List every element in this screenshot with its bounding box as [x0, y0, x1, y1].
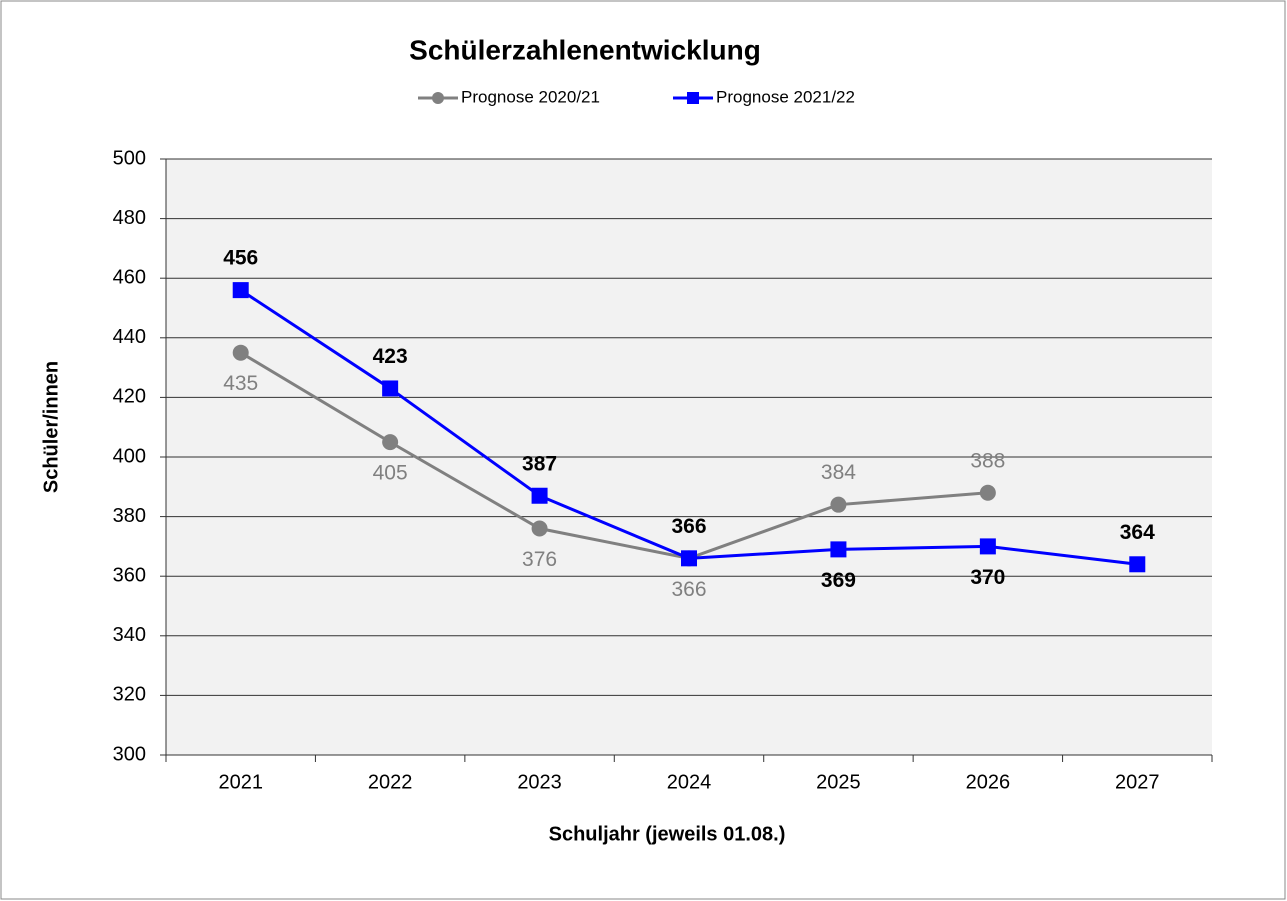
y-tick-label: 380 — [113, 505, 146, 527]
x-axis-label: Schuljahr (jeweils 01.08.) — [549, 823, 786, 845]
data-label: 370 — [970, 566, 1005, 589]
legend-label: Prognose 2021/22 — [716, 87, 855, 106]
marker — [1129, 556, 1146, 573]
legend-marker — [432, 92, 444, 104]
marker — [382, 380, 399, 397]
y-tick-label: 340 — [113, 624, 146, 646]
marker — [830, 496, 847, 513]
x-tick-label: 2027 — [1115, 771, 1160, 793]
y-tick-label: 420 — [113, 386, 146, 408]
data-label: 366 — [671, 578, 706, 601]
y-tick-label: 480 — [113, 207, 146, 229]
chart-title: Schülerzahlenentwicklung — [409, 34, 761, 65]
data-label: 366 — [671, 515, 706, 538]
y-tick-label: 500 — [113, 147, 146, 169]
marker — [979, 538, 996, 555]
marker — [382, 434, 399, 451]
marker — [531, 520, 548, 537]
marker — [232, 282, 249, 299]
y-tick-label: 360 — [113, 564, 146, 586]
series-line — [239, 351, 988, 560]
data-label: 369 — [821, 569, 856, 592]
marker — [232, 344, 249, 361]
data-label: 435 — [223, 372, 258, 395]
data-label: 387 — [522, 452, 557, 475]
y-tick-label: 460 — [113, 266, 146, 288]
x-tick-label: 2026 — [966, 771, 1011, 793]
x-tick-label: 2024 — [667, 771, 712, 793]
data-label: 423 — [373, 345, 408, 368]
y-tick-label: 320 — [113, 684, 146, 706]
data-label: 364 — [1120, 521, 1155, 544]
data-label: 405 — [373, 462, 408, 485]
x-tick-label: 2022 — [368, 771, 413, 793]
y-tick-label: 300 — [113, 743, 146, 765]
data-label: 456 — [223, 247, 258, 270]
x-tick-label: 2023 — [517, 771, 562, 793]
y-tick-label: 440 — [113, 326, 146, 348]
marker — [531, 487, 548, 504]
data-label: 384 — [821, 461, 856, 484]
marker — [681, 550, 697, 567]
marker — [830, 541, 847, 558]
data-label: 388 — [970, 449, 1005, 472]
x-tick-label: 2021 — [218, 771, 263, 793]
y-axis-label: Schüler/innen — [40, 361, 62, 493]
y-tick-label: 400 — [113, 445, 146, 467]
legend-label: Prognose 2020/21 — [461, 87, 600, 106]
legend-marker — [687, 92, 699, 104]
marker — [979, 484, 996, 501]
data-label: 376 — [522, 548, 557, 571]
x-tick-label: 2025 — [816, 771, 861, 793]
